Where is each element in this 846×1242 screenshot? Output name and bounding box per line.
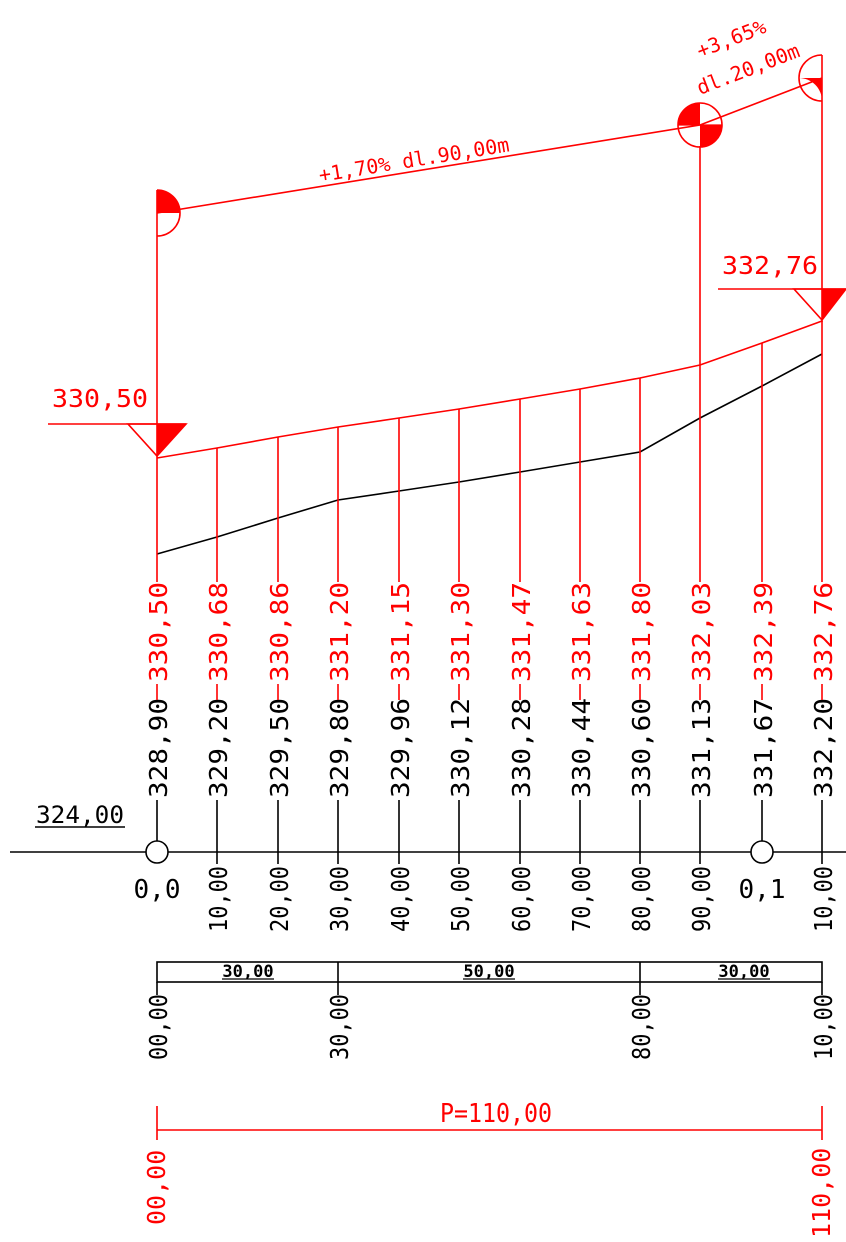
datum-label: 324,00 [36, 801, 124, 829]
elevation-start-label: 330,50 [52, 384, 148, 413]
station-label: 10,00 [809, 866, 838, 932]
segment-length-1: 30,00 [222, 962, 273, 982]
datum-group: 324,00 [10, 801, 846, 864]
elevation-tag-end: 332,76 [718, 251, 846, 322]
station-label: 30,00 [325, 866, 354, 932]
terrain-elevation-label: 331,13 [687, 698, 716, 798]
station-circle-km [750, 840, 774, 864]
design-elevation-labels: 330,50 330,68 330,86 331,20 331,15 331,30 331,… [144, 582, 838, 682]
total-length-label: P=110,00 [440, 1099, 552, 1129]
design-elevation-label: 332,39 [749, 582, 778, 682]
station-label: 70,00 [567, 866, 596, 932]
chainage-label: 80,00 [627, 994, 656, 1060]
total-start-label: 00,00 [142, 1150, 171, 1225]
design-elevation-label: 332,03 [687, 582, 716, 682]
grade-end-marker [798, 54, 823, 102]
station-label: 60,00 [507, 866, 536, 932]
terrain-elevation-label: 332,20 [809, 698, 838, 798]
terrain-elevation-labels: 328,90 329,20 329,50 329,80 329,96 330,12 330,… [144, 698, 838, 798]
segment-chainage-labels: 00,00 30,00 80,00 10,00 [144, 982, 838, 1060]
segment-bar: 30,00 50,00 30,00 [156, 961, 823, 983]
grade-line-group: +1,70% dl.90,00m +3,65% dl.20,00m [156, 14, 823, 458]
station-label: 40,00 [386, 866, 415, 932]
elevation-tag-start: 330,50 [48, 384, 188, 458]
design-elevation-label: 331,15 [386, 582, 415, 682]
chainage-label: 30,00 [325, 994, 354, 1060]
grade-line-1 [156, 124, 701, 214]
station-labels: 0,0 10,00 20,00 30,00 40,00 50,00 60,00 70,00 80… [134, 852, 838, 932]
grade-label-1: +1,70% dl.90,00m [317, 132, 511, 186]
total-end-label: 110,00 [807, 1148, 836, 1238]
chainage-label: 10,00 [809, 994, 838, 1060]
terrain-elevation-label: 330,28 [507, 698, 536, 798]
design-elevation-label: 332,76 [809, 582, 838, 682]
design-elevation-label: 331,30 [446, 582, 475, 682]
design-elevation-label: 330,86 [265, 582, 294, 682]
grade-break-marker [677, 102, 723, 148]
chainage-label: 00,00 [144, 994, 173, 1060]
ordinate-lines [156, 321, 823, 582]
station-label: 90,00 [687, 866, 716, 932]
terrain-elevation-label: 329,50 [265, 698, 294, 798]
station-circle-start [145, 840, 169, 864]
terrain-profile-line [156, 353, 823, 555]
terrain-elevation-label: 328,90 [144, 698, 173, 798]
design-elevation-label: 330,68 [204, 582, 233, 682]
terrain-elevation-label: 330,12 [446, 698, 475, 798]
design-elevation-label: 331,63 [567, 582, 596, 682]
segment-length-2: 50,00 [463, 962, 514, 982]
design-elevation-label: 330,50 [144, 582, 173, 682]
terrain-elevation-label: 329,80 [325, 698, 354, 798]
design-elevation-label: 331,20 [325, 582, 354, 682]
station-label: 10,00 [204, 866, 233, 932]
design-profile-line [156, 320, 823, 459]
station-label: 20,00 [265, 866, 294, 932]
station-label: 80,00 [627, 866, 656, 932]
grade-start-marker [156, 189, 181, 237]
segment-length-3: 30,00 [718, 962, 769, 982]
terrain-elevation-label: 330,44 [567, 698, 596, 798]
elevation-end-label: 332,76 [722, 251, 818, 280]
station-tick-lines [156, 684, 823, 852]
terrain-elevation-label: 329,96 [386, 698, 415, 798]
terrain-elevation-label: 331,67 [749, 698, 778, 798]
design-elevation-label: 331,47 [507, 582, 536, 682]
design-elevation-label: 331,80 [627, 582, 656, 682]
station-label-start: 0,0 [134, 875, 181, 905]
station-label: 50,00 [446, 866, 475, 932]
total-length-dimension: P=110,00 00,00 110,00 [142, 1099, 836, 1238]
terrain-elevation-label: 330,60 [627, 698, 656, 798]
terrain-elevation-label: 329,20 [204, 698, 233, 798]
station-label-km: 0,1 [739, 875, 786, 905]
